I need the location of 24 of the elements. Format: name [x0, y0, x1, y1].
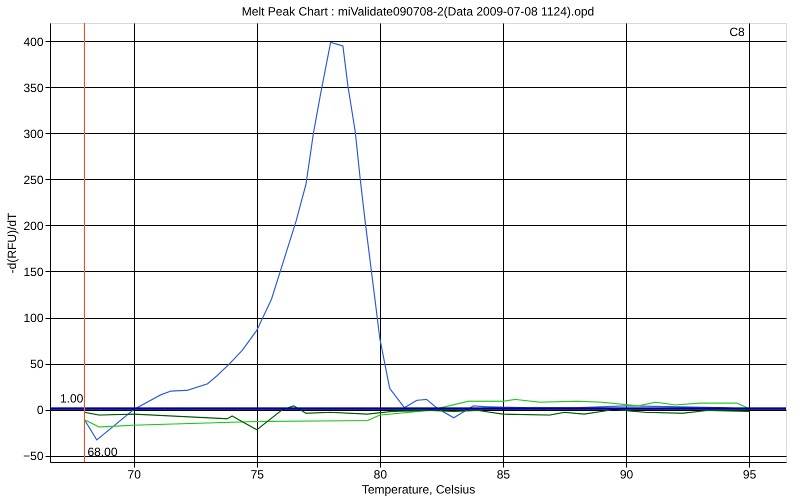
x-tick-label: 90 [620, 468, 634, 482]
y-tick-label: 300 [23, 126, 44, 141]
y-axis-title: -d(RFU)/dT [5, 212, 20, 274]
y-tick-label: 200 [23, 218, 44, 233]
line-series [84, 398, 750, 428]
y-tick-label: −50 [23, 449, 44, 464]
y-tick-label: 100 [23, 311, 44, 326]
y-tick-label: 50 [30, 357, 44, 372]
ref-line-label: 1.00 [60, 392, 84, 406]
x-tick-label: 95 [742, 468, 757, 482]
x-tick-label: 85 [496, 468, 510, 482]
y-tick-label: 350 [23, 80, 44, 95]
x-tick-label: 70 [128, 468, 142, 482]
chart-title: Melt Peak Chart : miValidate090708-2(Data 2009-07-08 1124).opd [242, 4, 594, 18]
x-axis-title: Temperature, Celsius [362, 482, 476, 496]
x-tick-label: 80 [374, 468, 388, 482]
annotation: C8 [729, 25, 745, 39]
ref-line-label: 68.00 [87, 445, 118, 459]
x-tick-label: 75 [250, 468, 264, 482]
y-tick-label: 150 [23, 264, 44, 279]
y-tick-label: 0 [36, 403, 44, 418]
y-tick-label: 400 [23, 34, 44, 49]
line-series [84, 405, 750, 430]
y-tick-label: 250 [23, 172, 44, 187]
